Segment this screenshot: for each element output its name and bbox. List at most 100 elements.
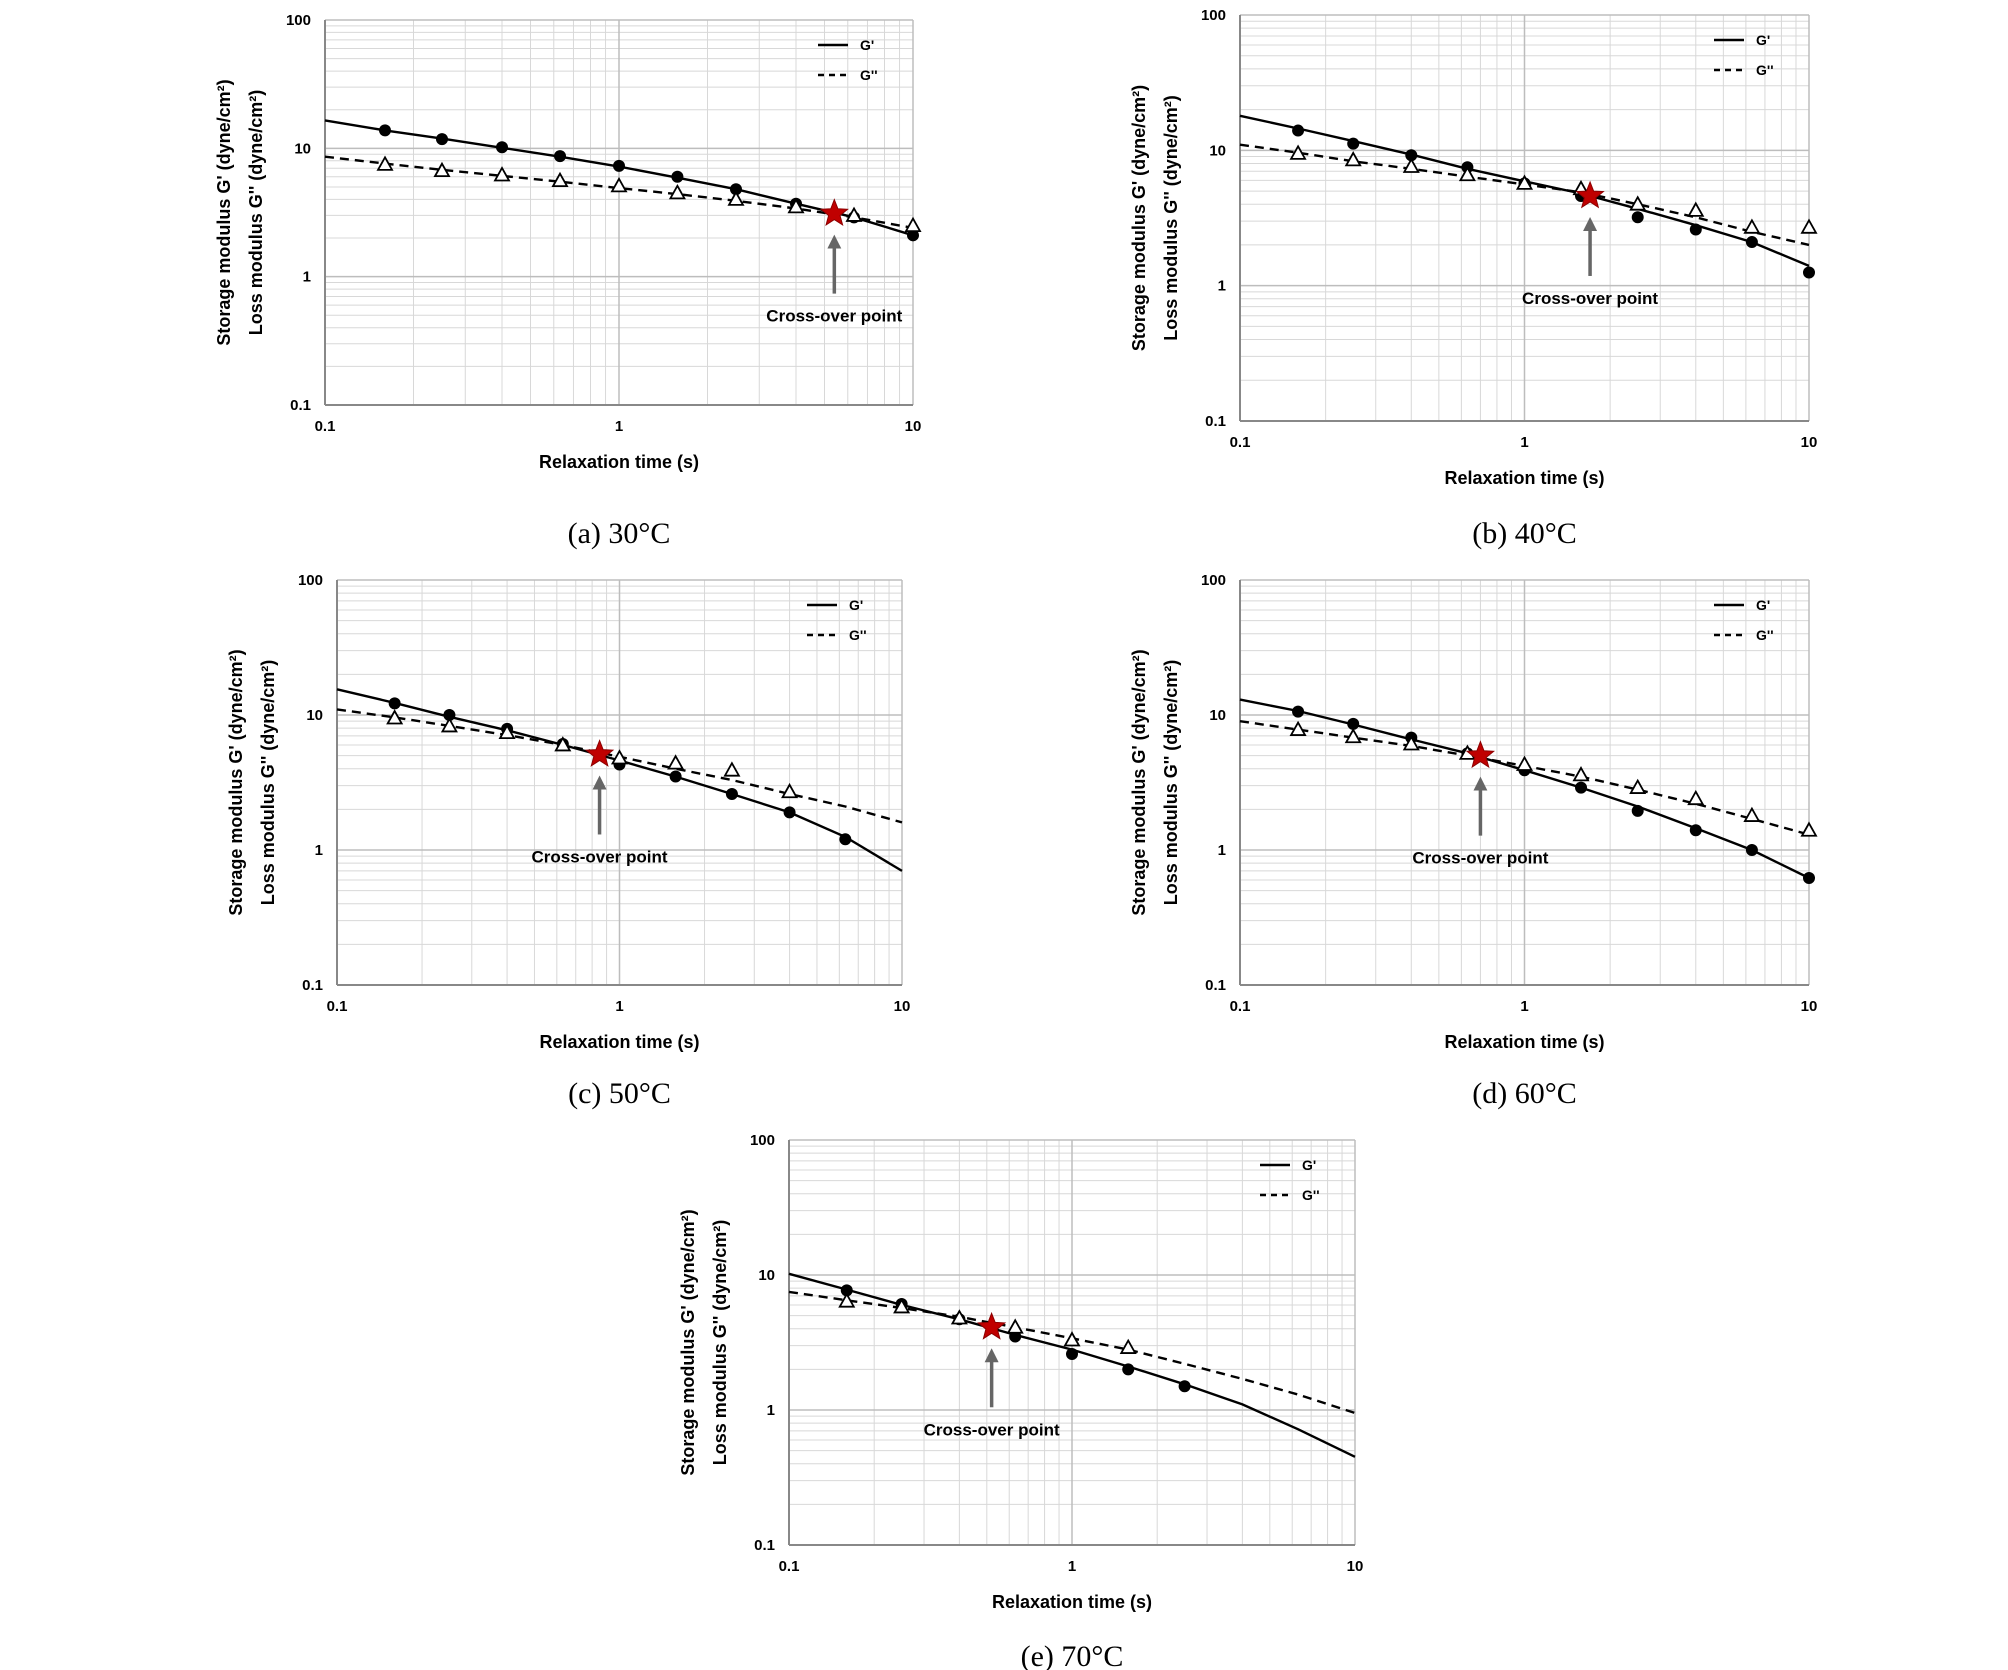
data-point-storage bbox=[1122, 1363, 1135, 1376]
series-line-loss bbox=[324, 155, 914, 230]
data-point-loss bbox=[493, 166, 511, 182]
data-point-loss bbox=[1344, 727, 1362, 744]
y-tick-label: 1 bbox=[315, 842, 323, 859]
data-point-loss bbox=[668, 183, 686, 200]
grid bbox=[1239, 14, 1810, 422]
legend-label: G' bbox=[860, 37, 874, 53]
data-point-loss bbox=[1119, 1338, 1137, 1354]
y-tick-label: 1 bbox=[1218, 842, 1226, 859]
panel-caption: (c) 50°C bbox=[568, 1077, 671, 1110]
x-tick-label: 1 bbox=[1520, 998, 1528, 1015]
crossover-star bbox=[976, 1311, 1007, 1340]
data-point-storage bbox=[783, 806, 796, 819]
y-tick-label: 10 bbox=[1209, 142, 1226, 159]
legend-label: G' bbox=[1756, 597, 1770, 613]
x-tick-label: 0.1 bbox=[327, 998, 348, 1015]
data-point-loss bbox=[950, 1309, 968, 1325]
data-point-storage bbox=[671, 170, 684, 183]
data-point-storage bbox=[388, 697, 401, 710]
data-point-loss bbox=[1402, 735, 1420, 751]
data-point-loss bbox=[610, 749, 629, 765]
y-tick-label: 0.1 bbox=[1205, 977, 1226, 994]
data-point-loss bbox=[1289, 720, 1307, 736]
data-point-loss bbox=[551, 171, 569, 188]
crossover-star bbox=[1575, 180, 1605, 209]
y-tick-label: 1 bbox=[1218, 278, 1226, 295]
y-axis-title-loss: Loss modulus G'' (dyne/cm²) bbox=[258, 660, 278, 906]
data-point-storage bbox=[1292, 705, 1305, 718]
x-axis-title: Relaxation time (s) bbox=[1444, 1032, 1604, 1052]
legend-label: G' bbox=[1302, 1157, 1316, 1173]
chart-panel-c: 0.1 1 10 0.1 1 10 100 Relaxation time (s) Storag… bbox=[226, 572, 910, 1110]
data-point-loss bbox=[1687, 201, 1705, 217]
data-point-storage bbox=[1347, 137, 1360, 150]
legend-label: G' bbox=[1756, 32, 1770, 48]
data-point-loss bbox=[787, 198, 805, 214]
data-point-loss bbox=[1629, 778, 1647, 794]
x-tick-label: 0.1 bbox=[1230, 998, 1251, 1015]
data-point-storage bbox=[1575, 781, 1588, 794]
panel-caption: (e) 70°C bbox=[1021, 1640, 1124, 1670]
data-point-loss bbox=[554, 736, 572, 752]
y-tick-label: 100 bbox=[298, 572, 323, 589]
data-point-storage bbox=[1066, 1347, 1078, 1360]
data-point-loss bbox=[498, 723, 516, 740]
data-point-storage bbox=[496, 141, 509, 154]
data-point-loss bbox=[610, 177, 628, 193]
x-tick-label: 0.1 bbox=[779, 1558, 800, 1575]
y-axis-title-loss: Loss modulus G'' (dyne/cm²) bbox=[710, 1220, 730, 1466]
y-tick-label: 100 bbox=[750, 1132, 775, 1149]
y-tick-label: 0.1 bbox=[290, 397, 311, 414]
y-axis-title-storage: Storage modulus G' (dyne/cm²) bbox=[1129, 85, 1149, 351]
y-tick-label: 1 bbox=[767, 1402, 775, 1419]
data-point-loss bbox=[838, 1292, 856, 1308]
data-point-loss bbox=[904, 216, 922, 232]
x-axis-title: Relaxation time (s) bbox=[539, 452, 699, 472]
data-point-storage bbox=[1803, 872, 1815, 885]
data-point-loss bbox=[1289, 144, 1307, 160]
data-point-storage bbox=[613, 159, 625, 172]
x-tick-label: 0.1 bbox=[315, 418, 336, 435]
crossover-label: Cross-over point bbox=[766, 307, 902, 326]
x-tick-label: 0.1 bbox=[1230, 434, 1251, 451]
data-point-loss bbox=[667, 754, 685, 770]
data-point-storage bbox=[1689, 223, 1702, 236]
legend-label: G' bbox=[849, 597, 863, 613]
data-point-loss bbox=[1743, 806, 1761, 822]
data-point-loss bbox=[1402, 157, 1420, 173]
data-point-storage bbox=[1745, 236, 1758, 249]
data-point-loss bbox=[1800, 218, 1818, 234]
data-point-loss bbox=[1629, 195, 1647, 211]
data-point-storage bbox=[1745, 844, 1758, 856]
y-tick-label: 0.1 bbox=[754, 1537, 775, 1554]
y-tick-label: 100 bbox=[1201, 7, 1226, 24]
data-point-loss bbox=[386, 709, 404, 725]
y-tick-label: 0.1 bbox=[1205, 413, 1226, 430]
y-axis-title-storage: Storage modulus G' (dyne/cm²) bbox=[1129, 649, 1149, 915]
x-axis-title: Relaxation time (s) bbox=[539, 1032, 699, 1052]
data-point-storage bbox=[443, 709, 456, 721]
crossover-label: Cross-over point bbox=[532, 847, 668, 866]
legend-label: G'' bbox=[1302, 1187, 1320, 1203]
y-axis-title-storage: Storage modulus G' (dyne/cm²) bbox=[678, 1209, 698, 1475]
chart-panel-e: 0.1 1 10 0.1 1 10 100 Relaxation time (s) Storag… bbox=[678, 1132, 1363, 1670]
x-axis-title: Relaxation time (s) bbox=[1444, 468, 1604, 488]
data-point-storage bbox=[839, 833, 852, 846]
legend-label: G'' bbox=[1756, 62, 1774, 78]
x-tick-label: 10 bbox=[1801, 998, 1818, 1015]
chart-panel-d: 0.1 1 10 0.1 1 10 100 Relaxation time (s) Storag… bbox=[1129, 572, 1818, 1110]
x-tick-label: 1 bbox=[615, 418, 623, 435]
data-point-storage bbox=[1347, 717, 1360, 730]
crossover-star bbox=[1465, 740, 1496, 769]
data-point-loss bbox=[440, 717, 458, 733]
data-point-loss bbox=[1687, 789, 1705, 806]
crossover-label: Cross-over point bbox=[924, 1420, 1060, 1439]
data-point-storage bbox=[554, 150, 567, 163]
y-tick-label: 10 bbox=[294, 140, 311, 157]
x-tick-label: 10 bbox=[905, 418, 922, 435]
legend-label: G'' bbox=[1756, 627, 1774, 643]
grid bbox=[336, 579, 903, 986]
data-point-loss bbox=[433, 161, 451, 178]
data-point-loss bbox=[1515, 174, 1534, 190]
panel-caption: (b) 40°C bbox=[1472, 517, 1577, 550]
